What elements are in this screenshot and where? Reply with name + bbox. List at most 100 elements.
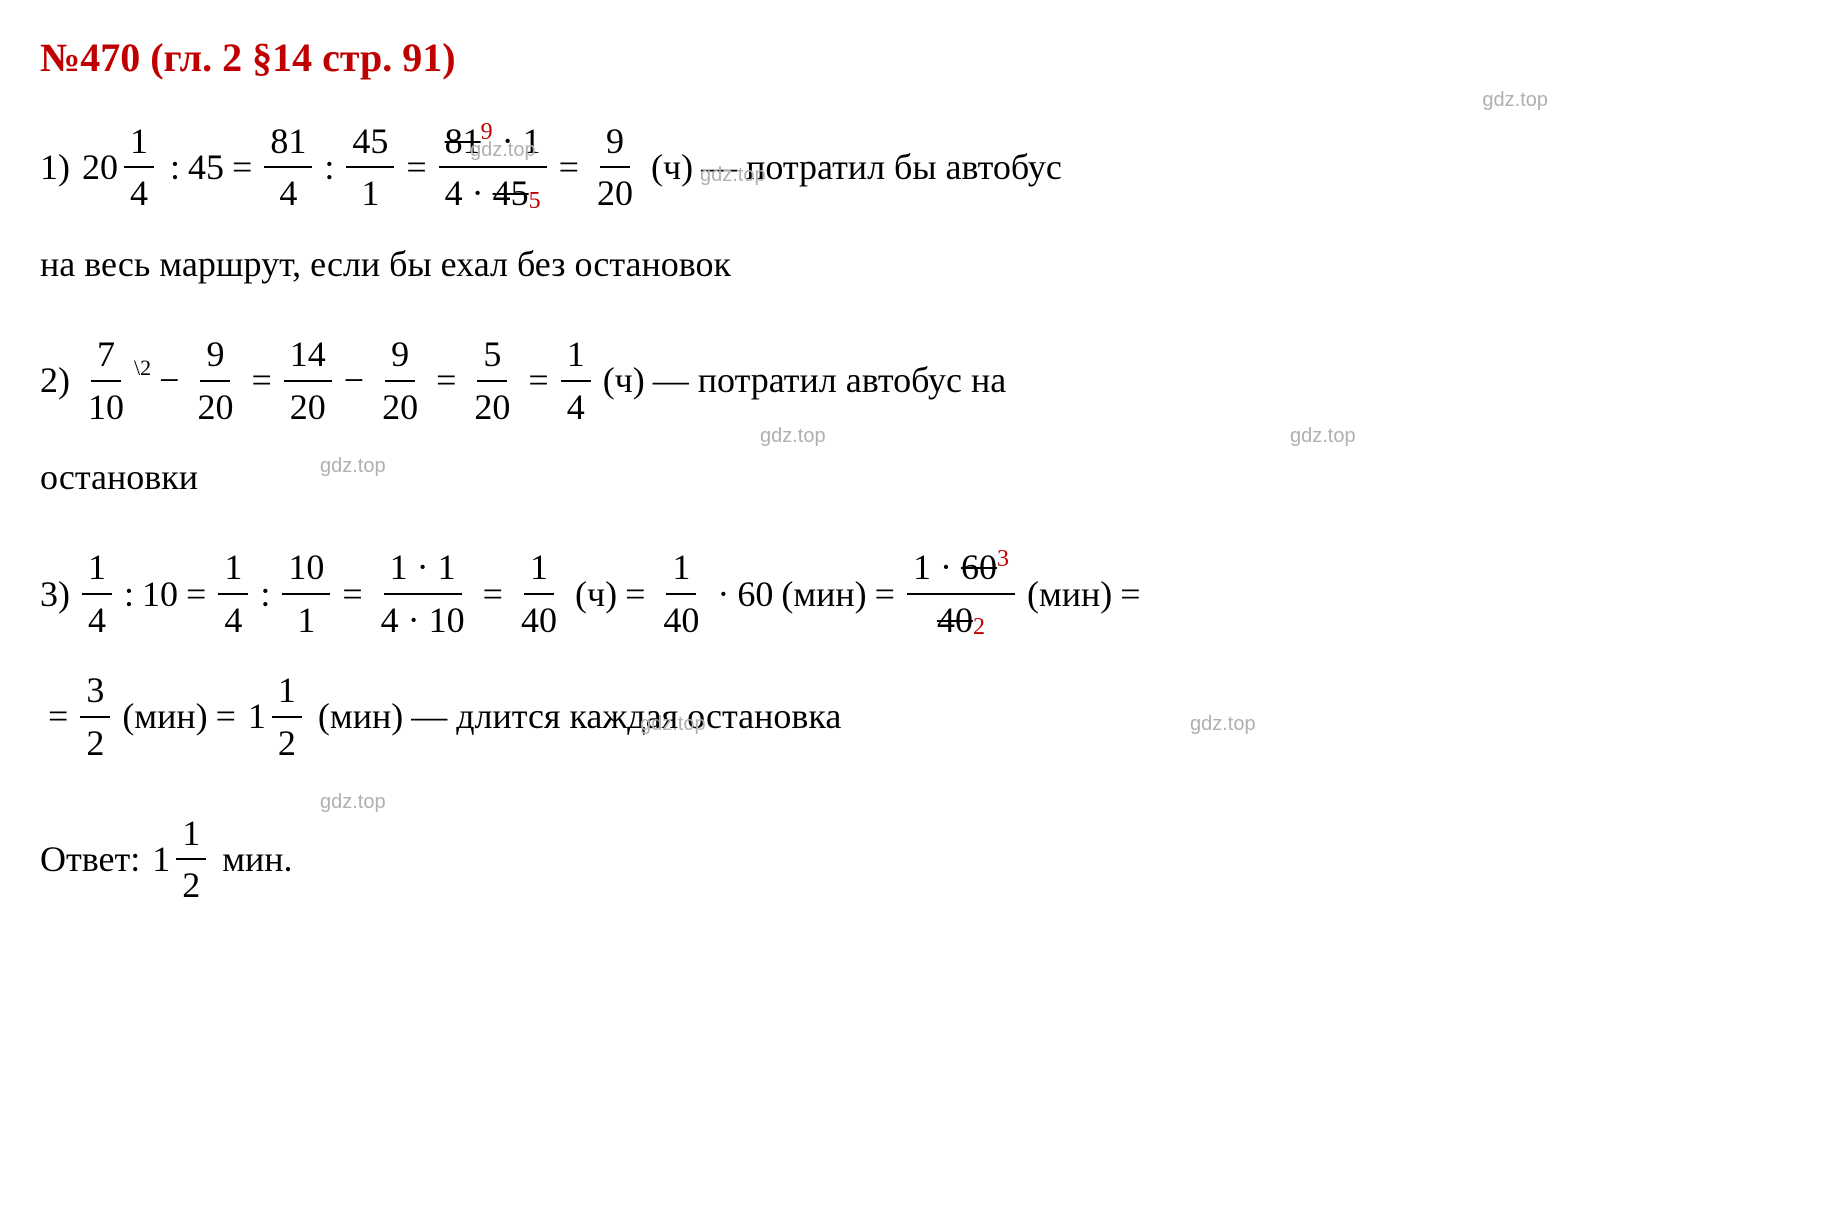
fraction: 9 20 <box>191 329 239 432</box>
watermark: gdz.top <box>1290 422 1356 450</box>
frac-den: 2 <box>80 718 110 768</box>
colon-op: : <box>324 142 334 192</box>
fraction-complex: 819 · 1 4 · 455 <box>439 116 547 219</box>
colon-op: : <box>260 569 270 619</box>
frac-den: 40 <box>515 595 563 645</box>
struck-value: 45 <box>493 168 529 218</box>
frac-num: 10 <box>282 542 330 594</box>
equals-op: = <box>559 142 579 192</box>
frac-num: 14 <box>284 329 332 381</box>
watermark: gdz.top <box>760 422 826 450</box>
frac-den: 20 <box>284 382 332 432</box>
fraction: 3 2 <box>80 665 110 768</box>
step-1-line-1: gdz.top 1) 20 1 4 : 45 = 81 4 : 45 1 = 8… <box>40 116 1798 219</box>
dot-op: · <box>931 542 961 592</box>
cancel-superscript: 3 <box>997 543 1009 577</box>
fraction: 5 20 <box>468 329 516 432</box>
equals-op: = <box>251 355 271 405</box>
fraction: 1 4 <box>82 542 112 645</box>
frac-den: 10 <box>82 382 130 432</box>
struck-value: 40 <box>937 595 973 645</box>
frac-den: 4 <box>218 595 248 645</box>
step-3-prefix: 3) <box>40 569 70 619</box>
step-1-line-2: на весь маршрут, если бы ехал без остано… <box>40 239 1798 289</box>
frac-num: 81 <box>264 116 312 168</box>
frac-num: 5 <box>477 329 507 381</box>
frac-num: 7 <box>91 329 121 381</box>
step-1-prefix: 1) <box>40 142 70 192</box>
cancel-subscript: 5 <box>529 185 541 219</box>
mixed-fraction: 1 1 2 <box>248 665 306 768</box>
equals-op: = <box>216 691 236 741</box>
frac-num-part: 1 <box>913 542 931 592</box>
frac-num-part: 1 <box>390 542 408 592</box>
frac-den: 4 <box>273 168 303 218</box>
frac-num: 3 <box>80 665 110 717</box>
unit-label: мин. <box>222 834 292 884</box>
fraction: 1 4 <box>218 542 248 645</box>
frac-den: 20 <box>468 382 516 432</box>
watermark: gdz.top <box>1482 86 1548 114</box>
answer-label: Ответ: <box>40 834 140 884</box>
mixed-whole: 1 <box>152 834 170 884</box>
frac-den-part: 4 <box>381 595 399 645</box>
fraction-complex: 1 · 1 4 · 10 <box>375 542 471 645</box>
frac-den: 2 <box>176 860 206 910</box>
frac-den: 1 <box>291 595 321 645</box>
frac-den: 4 <box>561 382 591 432</box>
minus-op: − <box>159 355 179 405</box>
watermark: gdz.top <box>700 161 766 189</box>
fraction: 1 40 <box>515 542 563 645</box>
mixed-fraction: 20 1 4 <box>82 116 158 219</box>
dot-op: · <box>399 595 429 645</box>
frac-den: 4 <box>82 595 112 645</box>
comment-text: — потратил автобус на <box>653 355 1006 405</box>
minus-op: − <box>344 355 364 405</box>
equals-op: = <box>186 569 206 619</box>
fraction: 45 1 <box>346 116 394 219</box>
mixed-whole: 1 <box>248 691 266 741</box>
fraction: 14 20 <box>284 329 332 432</box>
colon-op: : <box>170 142 180 192</box>
fraction: 9 20 <box>376 329 424 432</box>
cancel-subscript: 2 <box>973 611 985 645</box>
fraction: 1 40 <box>657 542 705 645</box>
equals-op: = <box>48 691 68 741</box>
step-3-line-2: = 3 2 (мин) = 1 1 2 (мин) — длится кажда… <box>40 665 1798 768</box>
unit-label: (ч) <box>603 355 645 405</box>
divisor: 45 <box>188 142 224 192</box>
equals-op: = <box>483 569 503 619</box>
frac-den: 2 <box>272 718 302 768</box>
frac-num: 1 <box>524 542 554 594</box>
dot-op: · <box>408 542 438 592</box>
colon-op: : <box>124 569 134 619</box>
fraction: 1 4 <box>561 329 591 432</box>
multiplier-superscript: \2 <box>134 353 151 384</box>
struck-value: 60 <box>961 542 997 592</box>
fraction: 7 10 <box>82 329 130 432</box>
equals-op: = <box>436 355 456 405</box>
multiplier: 60 <box>737 569 773 619</box>
equals-op: = <box>342 569 362 619</box>
step-2-line-2: остановки gdz.top gdz.top gdz.top <box>40 452 1798 502</box>
unit-label: (мин) <box>781 569 866 619</box>
watermark: gdz.top <box>640 710 706 738</box>
unit-label: (мин) <box>1027 569 1112 619</box>
frac-den-part: 4 <box>445 168 463 218</box>
frac-num: 45 <box>346 116 394 168</box>
frac-den: 20 <box>191 382 239 432</box>
frac-den: 40 <box>657 595 705 645</box>
watermark: gdz.top <box>470 136 536 164</box>
unit-label: (ч) <box>651 142 693 192</box>
step-3-line-1: 3) 1 4 : 10 = 1 4 : 10 1 = 1 · 1 4 · 10 … <box>40 542 1798 645</box>
dot-op: · <box>463 168 493 218</box>
frac-num: 1 <box>176 808 206 860</box>
frac-num: 1 <box>272 665 302 717</box>
frac-num: 1 <box>666 542 696 594</box>
frac-den: 20 <box>376 382 424 432</box>
frac-num: 9 <box>600 116 630 168</box>
frac-num: 1 <box>218 542 248 594</box>
watermark: gdz.top <box>320 788 386 816</box>
unit-label: (мин) <box>122 691 207 741</box>
frac-num: 1 <box>561 329 591 381</box>
